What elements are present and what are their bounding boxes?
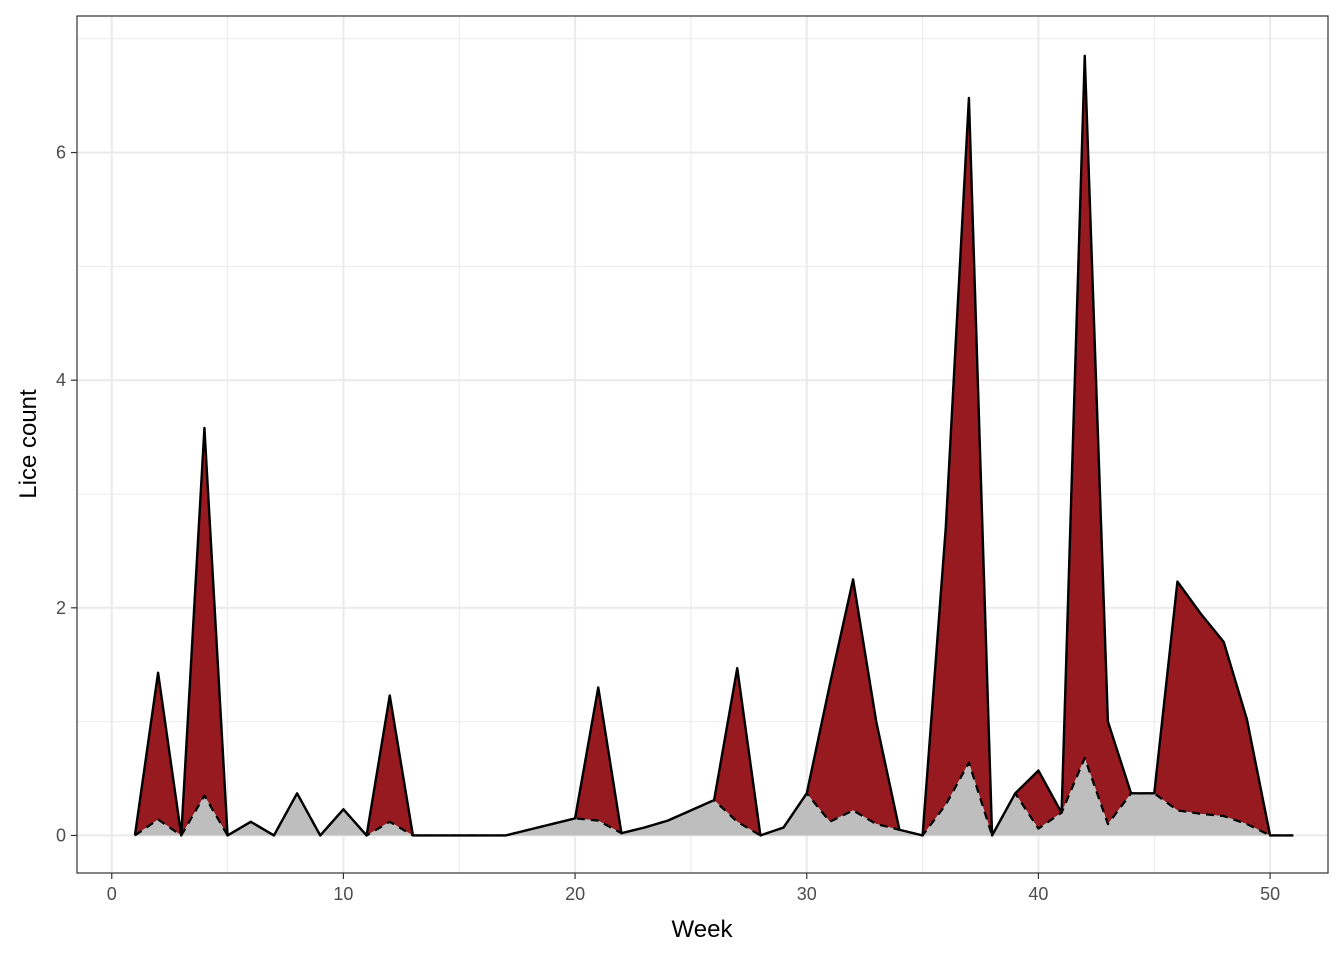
area-fills — [134, 55, 1294, 836]
x-tick-label: 0 — [107, 884, 117, 904]
x-tick-label: 30 — [797, 884, 817, 904]
y-axis-title: Lice count — [15, 389, 42, 499]
series-line-solid — [133, 54, 1294, 837]
y-tick-label: 4 — [56, 370, 66, 390]
x-tick-label: 10 — [333, 884, 353, 904]
panel-border — [76, 15, 1329, 874]
axis-ticks: 0 10 20 30 40 50 0 2 4 6 — [56, 143, 1280, 904]
x-tick-label: 40 — [1028, 884, 1048, 904]
upper-area — [134, 55, 1294, 836]
x-axis-title: Week — [672, 916, 734, 943]
y-tick-label: 2 — [56, 598, 66, 618]
x-tick-label: 20 — [565, 884, 585, 904]
series-lines — [133, 54, 1294, 837]
y-tick-label: 6 — [56, 143, 66, 163]
y-tick-label: 0 — [56, 825, 66, 845]
x-tick-label: 50 — [1260, 884, 1280, 904]
grid-lines — [77, 16, 1328, 873]
